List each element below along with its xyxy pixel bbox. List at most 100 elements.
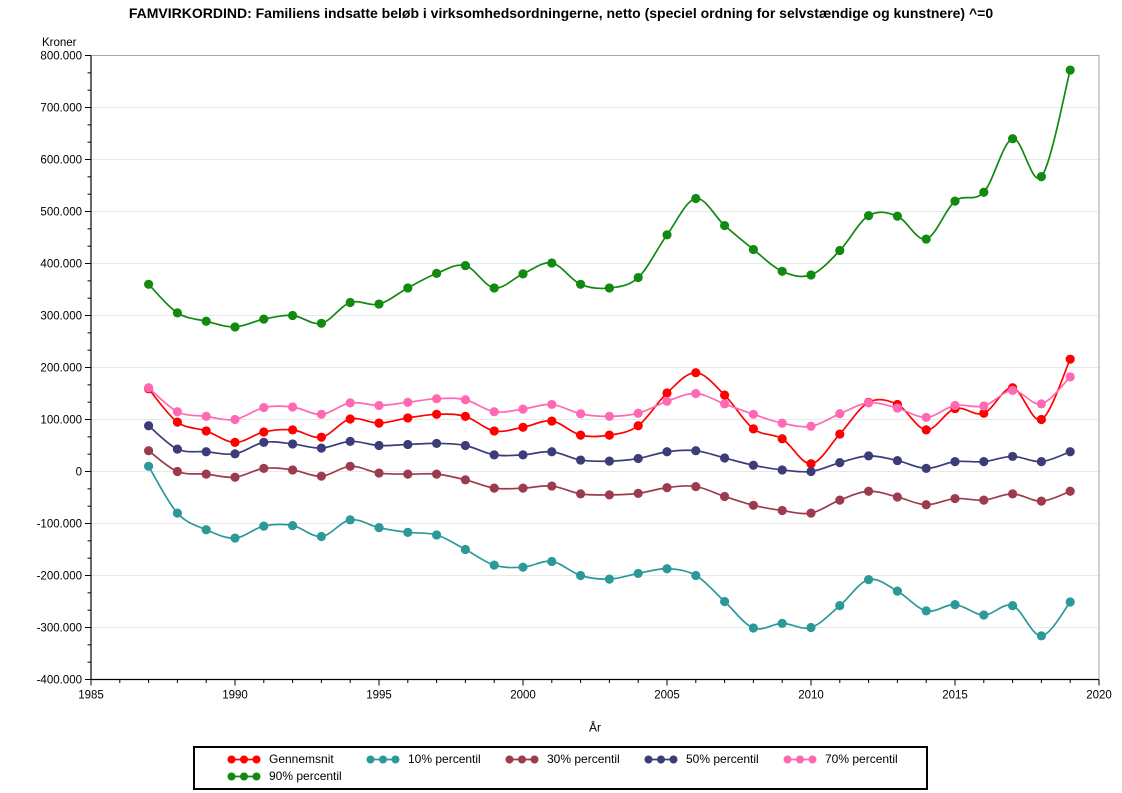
data-point	[1036, 172, 1046, 182]
data-point	[921, 606, 931, 616]
data-point	[518, 404, 528, 414]
data-point	[921, 412, 931, 423]
data-point	[576, 279, 586, 289]
data-point	[518, 483, 528, 493]
legend-label: 90% percentil	[269, 769, 342, 783]
data-point	[864, 211, 874, 221]
x-tick-label: 2005	[654, 690, 680, 702]
data-point	[1008, 385, 1018, 395]
series-10-percentil	[144, 461, 1075, 641]
data-point	[720, 596, 730, 607]
data-point	[950, 196, 960, 206]
legend-label: Gennemsnit	[269, 752, 334, 766]
legend-label: 70% percentil	[825, 752, 898, 766]
chart-title: FAMVIRKORDIND: Familiens indsatte beløb …	[128, 5, 994, 21]
data-point	[518, 269, 528, 279]
data-point	[950, 400, 960, 411]
data-point	[921, 500, 931, 510]
data-point	[576, 489, 586, 499]
data-point	[777, 434, 787, 444]
data-point	[230, 414, 240, 425]
data-point	[864, 451, 874, 461]
x-tick-label: 2000	[510, 690, 536, 702]
data-point	[374, 400, 384, 411]
data-point	[835, 458, 845, 468]
data-point	[835, 245, 845, 256]
series-50-percentil	[144, 421, 1075, 477]
data-point	[345, 515, 355, 525]
legend-marker-icon	[505, 755, 539, 764]
data-point	[345, 461, 355, 471]
data-point	[259, 437, 269, 447]
data-point	[720, 220, 730, 231]
data-point	[201, 447, 211, 457]
data-point	[1008, 601, 1018, 611]
data-point	[316, 318, 326, 328]
y-tick-label: 800.000	[40, 51, 82, 63]
data-point	[604, 411, 615, 421]
data-point	[144, 446, 154, 456]
data-point	[720, 453, 730, 463]
legend-label: 10% percentil	[408, 752, 481, 766]
legend-item-10-percentil: 10% percentil	[364, 751, 503, 768]
data-point	[460, 475, 470, 485]
data-point	[921, 463, 931, 473]
data-point	[950, 493, 960, 504]
data-point	[432, 438, 442, 449]
data-point	[864, 575, 874, 585]
data-point	[403, 469, 413, 479]
data-point	[1036, 496, 1046, 506]
data-point	[979, 457, 989, 467]
data-point	[777, 465, 787, 475]
data-point	[316, 432, 326, 442]
data-point	[1036, 457, 1046, 467]
data-point	[547, 447, 557, 457]
data-point	[489, 483, 499, 493]
data-point	[892, 403, 903, 413]
data-point	[201, 316, 211, 326]
data-point	[892, 492, 903, 502]
series-90-percentil	[144, 65, 1075, 332]
data-point	[547, 258, 557, 268]
legend-item-gennemsnit: Gennemsnit	[225, 751, 364, 768]
legend-marker-icon	[366, 755, 400, 764]
data-point	[979, 408, 989, 418]
data-point	[288, 425, 298, 435]
data-point	[518, 422, 528, 432]
data-point	[576, 409, 586, 419]
x-tick-label: 2015	[942, 690, 968, 702]
y-tick-label: 600.000	[40, 155, 82, 167]
data-point	[432, 530, 442, 540]
data-point	[288, 439, 298, 449]
data-point	[806, 508, 816, 518]
data-point	[604, 430, 615, 440]
data-point	[518, 562, 528, 572]
data-point	[576, 430, 586, 440]
legend-label: 30% percentil	[547, 752, 620, 766]
data-point	[172, 508, 182, 518]
data-point	[518, 450, 528, 460]
data-point	[316, 531, 326, 542]
data-point	[835, 429, 845, 439]
y-tick-label: 700.000	[40, 103, 82, 115]
legend-item-90-percentil: 90% percentil	[225, 768, 364, 785]
series-70-percentil	[144, 372, 1075, 431]
y-tick-label: 100.000	[40, 415, 82, 427]
data-point	[432, 409, 442, 419]
data-point	[432, 268, 442, 278]
data-point	[489, 283, 499, 293]
data-point	[201, 426, 211, 436]
data-point	[1065, 447, 1075, 457]
data-point	[950, 600, 960, 610]
data-point	[979, 495, 989, 505]
data-point	[374, 468, 384, 478]
legend-marker-icon	[783, 755, 817, 764]
data-point	[403, 283, 413, 293]
data-point	[633, 408, 643, 418]
data-point	[1065, 597, 1075, 607]
data-point	[691, 388, 701, 399]
data-point	[316, 443, 326, 453]
data-point	[230, 449, 240, 459]
data-point	[748, 623, 759, 633]
